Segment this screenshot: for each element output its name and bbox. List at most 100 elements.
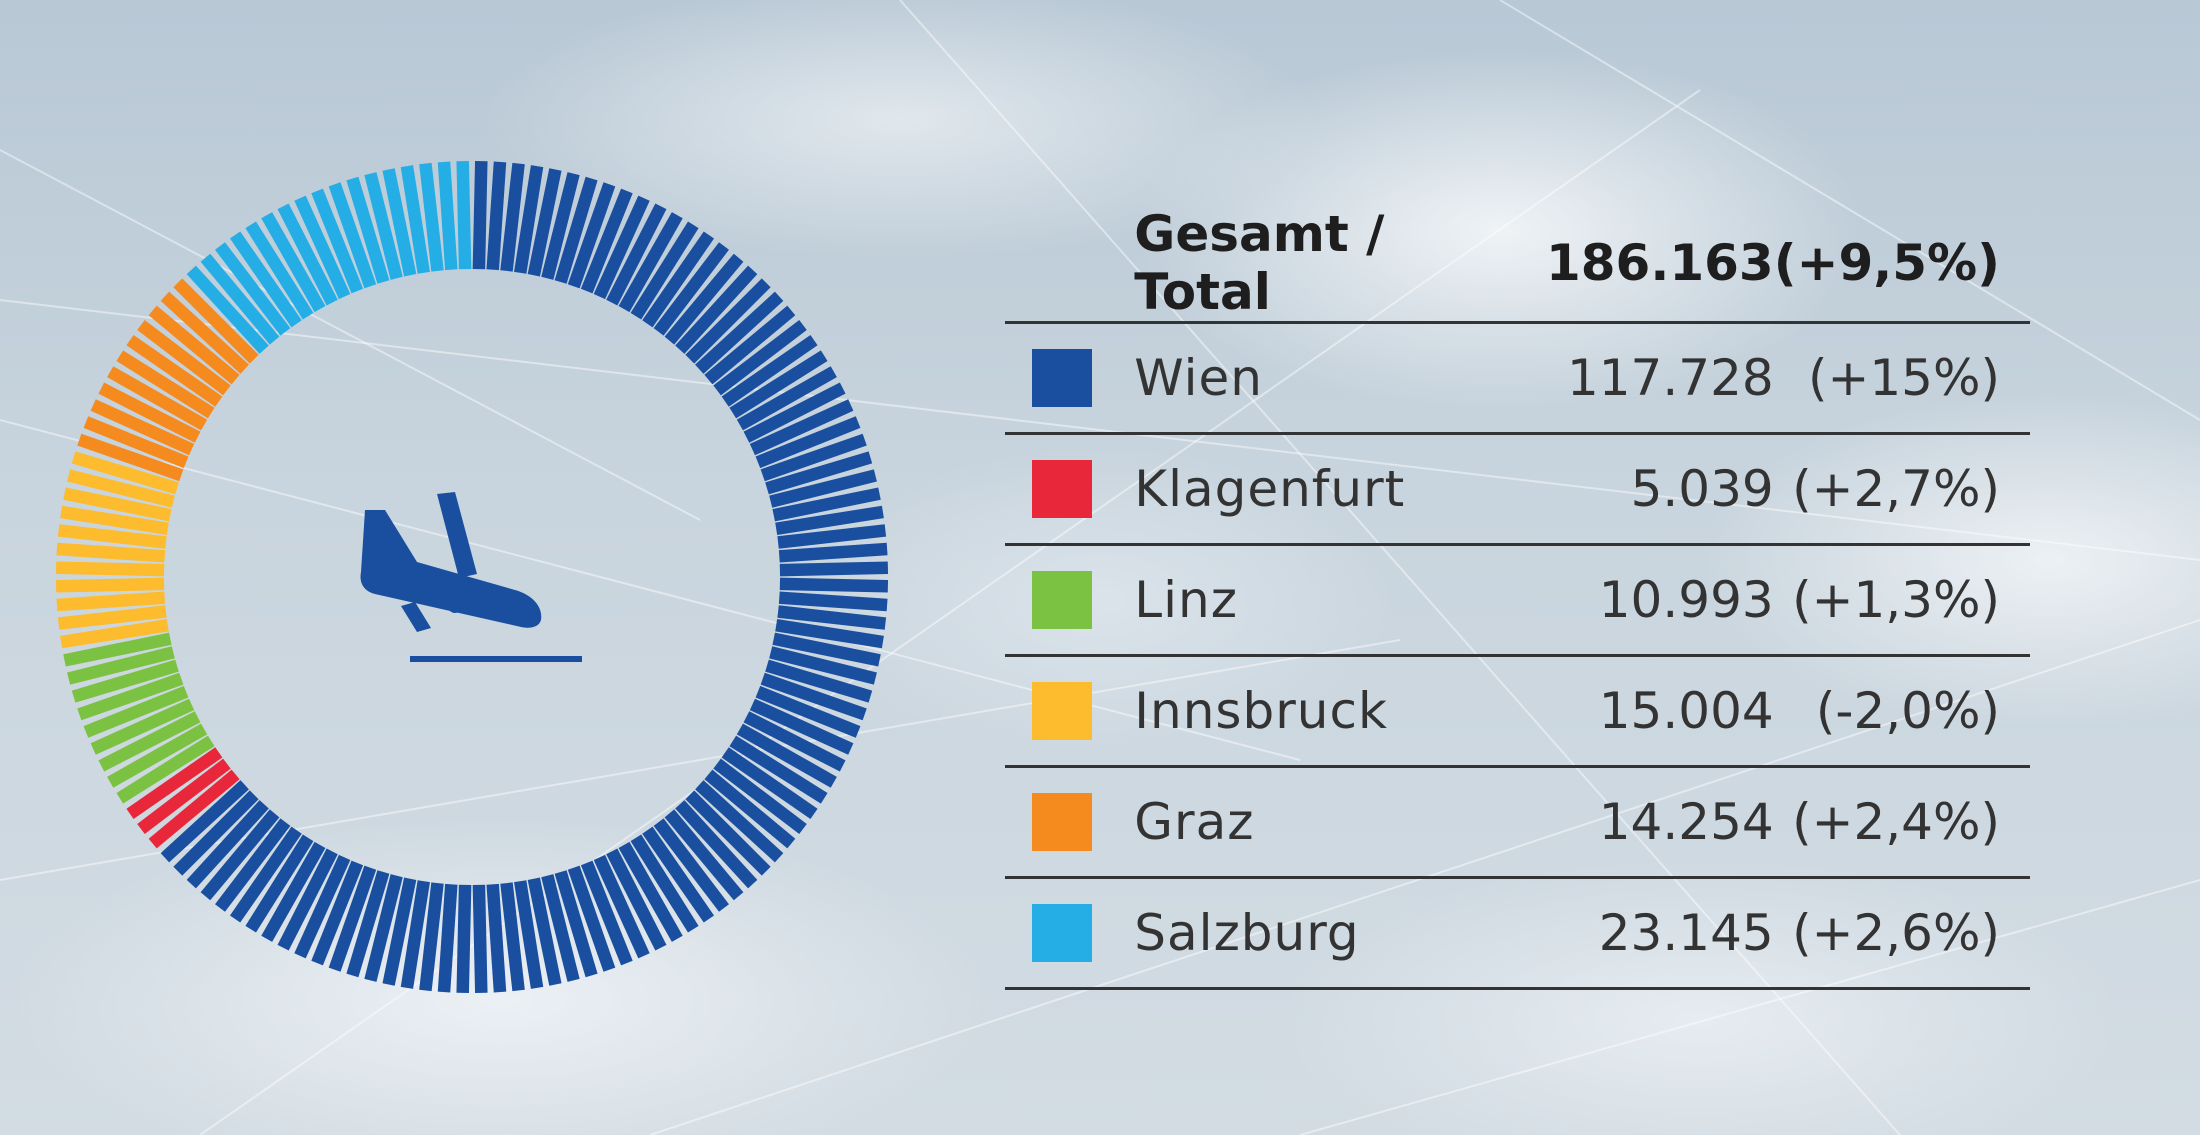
donut-segment-wien xyxy=(777,524,887,549)
donut-segment-wien xyxy=(778,542,888,563)
donut-segment-innsbruck xyxy=(63,487,172,522)
donut-segment-klagenfurt xyxy=(126,747,223,820)
legend-value-klagenfurt: 5.039 xyxy=(1630,460,1774,518)
donut-segment-linz xyxy=(107,723,208,788)
donut-segment-wien xyxy=(541,172,580,280)
donut-segment-salzburg xyxy=(294,195,351,300)
donut-segment-wien xyxy=(769,646,877,685)
total-change: (+9,5%) xyxy=(1773,234,2000,292)
donut-segment-linz xyxy=(98,711,201,772)
donut-segment-wien xyxy=(777,605,887,630)
donut-segment-graz xyxy=(90,399,195,456)
donut-segment-wien xyxy=(593,195,650,300)
legend-row-innsbruck: Innsbruck 15.004 (-2,0%) xyxy=(1005,656,2030,767)
donut-segment-wien xyxy=(760,672,867,721)
donut-segment-wien xyxy=(704,769,796,849)
legend-label-salzburg: Salzburg xyxy=(1134,904,1360,962)
donut-segment-wien xyxy=(277,848,338,951)
legend-value-graz: 14.254 xyxy=(1598,793,1774,851)
donut-segment-wien xyxy=(736,366,837,431)
donut-segment-wien xyxy=(721,334,818,407)
donut-segment-wien xyxy=(527,877,562,986)
donut-segment-wien xyxy=(749,698,854,755)
donut-segment-wien xyxy=(695,291,784,374)
donut-segment-wien xyxy=(580,860,633,966)
donut-segment-wien xyxy=(765,659,873,703)
legend-swatch-linz xyxy=(1032,571,1092,629)
donut-segment-salzburg xyxy=(328,182,377,289)
donut-segment-graz xyxy=(98,382,201,443)
donut-segment-wien xyxy=(664,253,744,345)
donut-segment-wien xyxy=(606,848,667,951)
donut-segment-innsbruck xyxy=(56,542,166,563)
donut-segment-wien xyxy=(500,162,525,272)
donut-segment-wien xyxy=(514,880,544,989)
donut-segment-wien xyxy=(685,790,771,876)
donut-segment-wien xyxy=(765,451,873,495)
donut-segment-wien xyxy=(749,399,854,456)
donut-segment-wien xyxy=(229,826,302,923)
donut-segment-salzburg xyxy=(245,221,314,320)
donut-segment-wien xyxy=(695,780,784,863)
donut-segment-graz xyxy=(137,320,231,396)
legend-swatch-klagenfurt xyxy=(1032,460,1092,518)
donut-segment-linz xyxy=(116,735,215,804)
donut-segment-wien xyxy=(419,882,444,992)
legend-change-linz: (+1,3%) xyxy=(1792,571,2000,629)
donut-segment-wien xyxy=(500,882,525,992)
donut-segment-wien xyxy=(713,758,807,834)
legend-change-innsbruck: (-2,0%) xyxy=(1815,682,2000,740)
donut-segment-wien xyxy=(472,160,488,270)
donut-segment-salzburg xyxy=(215,242,291,336)
donut-segment-wien xyxy=(554,870,598,978)
donut-segment-wien xyxy=(769,469,877,508)
donut-segment-wien xyxy=(736,723,837,788)
donut-segment-linz xyxy=(63,632,172,667)
legend-value-salzburg: 23.145 xyxy=(1598,904,1774,962)
total-label: Gesamt / Total xyxy=(1134,205,1385,321)
donut-segment-wien xyxy=(311,860,364,966)
legend-label-wien: Wien xyxy=(1134,349,1263,407)
legend-swatch-graz xyxy=(1032,793,1092,851)
donut-segment-wien xyxy=(606,203,667,306)
legend-label-graz: Graz xyxy=(1134,793,1255,851)
donut-segment-klagenfurt xyxy=(148,769,240,849)
donut-segment-innsbruck xyxy=(71,451,179,495)
donut-segment-linz xyxy=(77,672,184,721)
donut-segment-wien xyxy=(618,212,683,313)
donut-segment-wien xyxy=(704,305,796,385)
donut-segment-wien xyxy=(779,561,889,577)
donut-segment-wien xyxy=(729,350,828,419)
donut-segment-graz xyxy=(160,291,249,374)
legend-row-klagenfurt: Klagenfurt 5.039 (+2,7%) xyxy=(1005,434,2030,545)
legend-row-wien: Wien 117.728 (+15%) xyxy=(1005,323,2030,434)
donut-segment-wien xyxy=(653,818,729,912)
legend-label-linz: Linz xyxy=(1134,571,1238,629)
legend-change-graz: (+2,4%) xyxy=(1792,793,2000,851)
donut-segment-salzburg xyxy=(261,212,326,313)
donut-segment-linz xyxy=(71,659,179,703)
donut-segment-wien xyxy=(675,265,758,354)
header-spacer xyxy=(1005,205,1134,323)
legend-row-salzburg: Salzburg 23.145 (+2,6%) xyxy=(1005,878,2030,989)
donut-segment-wien xyxy=(772,632,881,667)
donut-segment-wien xyxy=(527,168,562,277)
donut-segment-salzburg xyxy=(311,188,364,294)
donut-segment-klagenfurt xyxy=(137,758,231,834)
donut-segment-salzburg xyxy=(382,168,417,277)
donut-segment-innsbruck xyxy=(57,524,167,549)
donut-segment-wien xyxy=(186,800,269,889)
donut-segment-wien xyxy=(664,809,744,901)
donut-segment-wien xyxy=(160,780,249,863)
donut-segment-wien xyxy=(760,433,867,482)
donut-segment-graz xyxy=(83,416,189,469)
legend-row-graz: Graz 14.254 (+2,4%) xyxy=(1005,767,2030,878)
donut-segment-graz xyxy=(173,278,259,364)
donut-segment-salzburg xyxy=(277,203,338,306)
donut-segment-wien xyxy=(364,874,403,982)
donut-segment-wien xyxy=(541,874,580,982)
donut-segment-graz xyxy=(148,305,240,385)
donut-segment-graz xyxy=(126,334,223,407)
donut-segment-wien xyxy=(721,747,818,820)
